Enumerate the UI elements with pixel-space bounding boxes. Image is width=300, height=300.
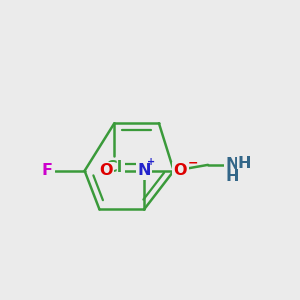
- Text: H: H: [226, 169, 239, 184]
- Text: N: N: [226, 158, 239, 172]
- Text: +: +: [147, 158, 155, 167]
- Text: N: N: [137, 163, 151, 178]
- Text: H: H: [238, 157, 251, 172]
- Text: F: F: [42, 163, 53, 178]
- Text: O: O: [174, 163, 187, 178]
- Text: Cl: Cl: [106, 160, 123, 175]
- Text: −: −: [188, 157, 198, 170]
- Text: O: O: [99, 163, 113, 178]
